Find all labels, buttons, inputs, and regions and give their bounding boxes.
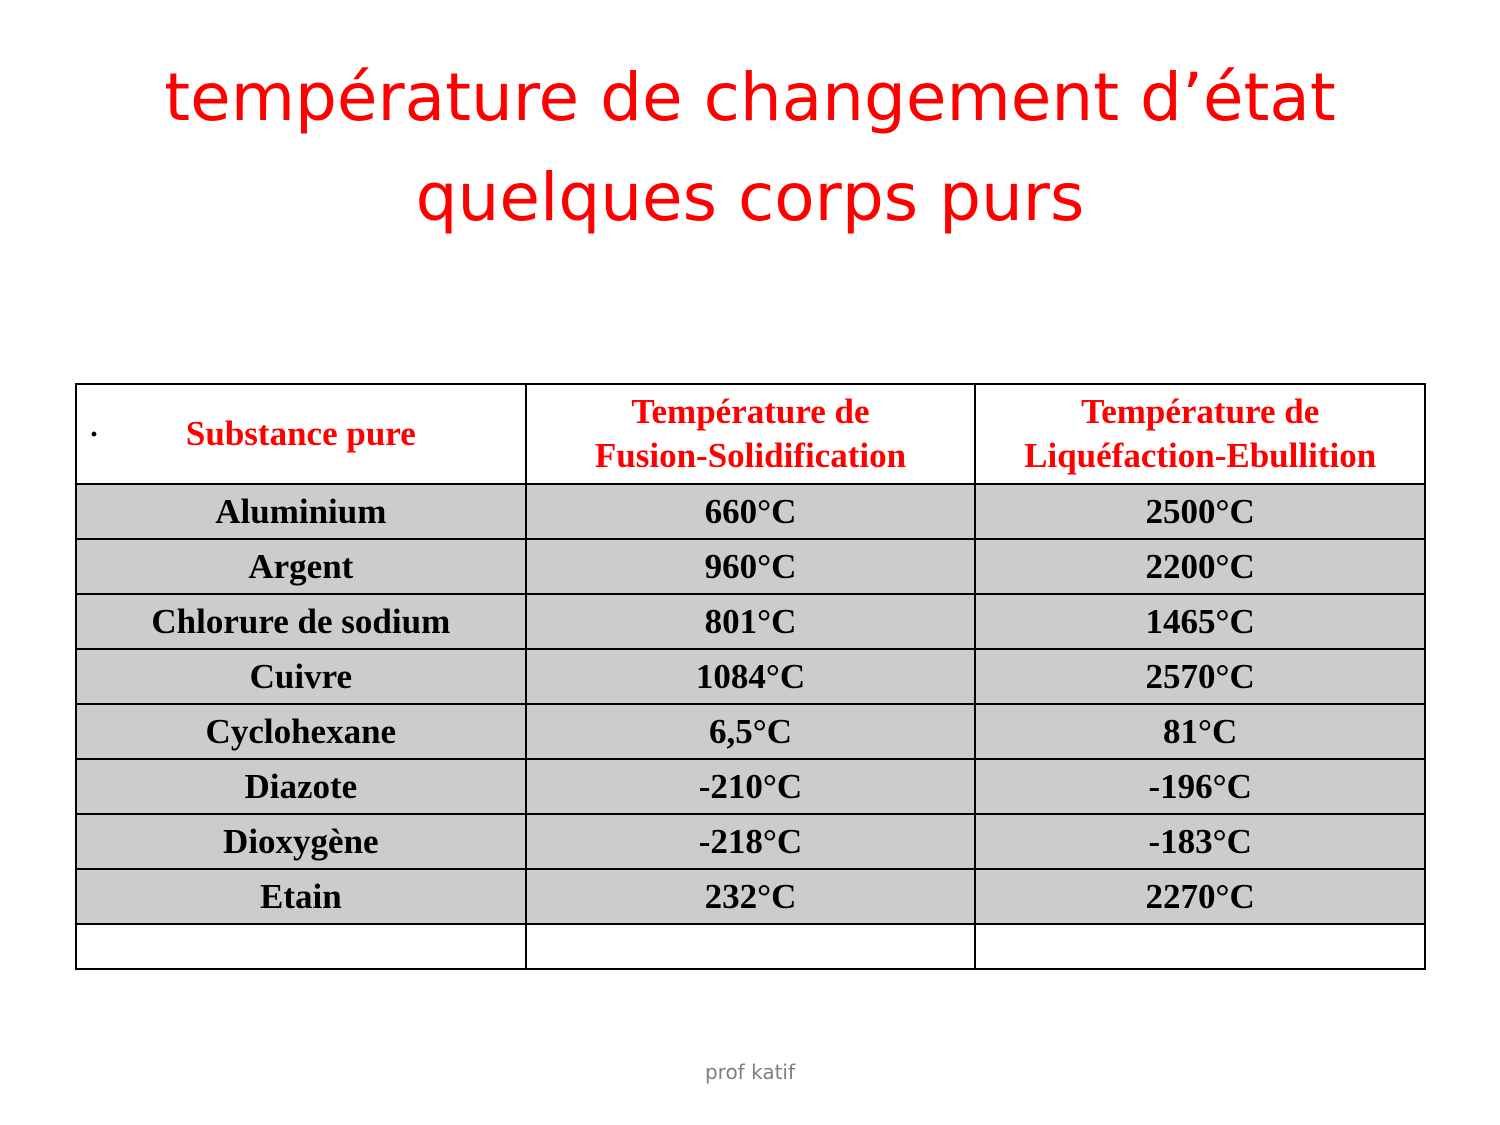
cell-substance: Cyclohexane [75,703,527,760]
temperature-table: · Substance pure Température de Fusion-S… [75,383,1426,970]
cell-ebullition: 2200°C [974,538,1426,595]
cell-substance: Chlorure de sodium [75,593,527,650]
table-header-row: · Substance pure Température de Fusion-S… [75,383,1426,485]
table-row: Cuivre 1084°C 2570°C [75,648,1426,705]
cell-substance: Etain [75,868,527,925]
cell-fusion: -218°C [524,813,977,870]
bullet-mark: · [89,418,100,451]
table-row: Dioxygène -218°C -183°C [75,813,1426,870]
empty-cell [75,923,527,970]
empty-cell [974,923,1426,970]
table-row: Diazote -210°C -196°C [75,758,1426,815]
table-row: Cyclohexane 6,5°C 81°C [75,703,1426,760]
cell-ebullition: -196°C [974,758,1426,815]
cell-substance: Cuivre [75,648,527,705]
cell-substance: Argent [75,538,527,595]
cell-fusion: 801°C [524,593,977,650]
title-line-1: température de changement d’état [164,59,1336,136]
cell-ebullition: 2570°C [974,648,1426,705]
slide-title: température de changement d’état quelque… [0,48,1500,248]
cell-substance: Diazote [75,758,527,815]
cell-fusion: 6,5°C [524,703,977,760]
cell-substance: Aluminium [75,483,527,540]
cell-ebullition: 2270°C [974,868,1426,925]
cell-substance: Dioxygène [75,813,527,870]
cell-ebullition: -183°C [974,813,1426,870]
cell-fusion: 960°C [524,538,977,595]
cell-fusion: 660°C [524,483,977,540]
cell-ebullition: 2500°C [974,483,1426,540]
cell-fusion: -210°C [524,758,977,815]
table-row: Aluminium 660°C 2500°C [75,483,1426,540]
header-ebullition: Température de Liquéfaction-Ebullition [974,383,1426,485]
cell-fusion: 232°C [524,868,977,925]
footer-author: prof katif [704,1060,796,1084]
empty-row [75,923,1426,970]
cell-ebullition: 1465°C [974,593,1426,650]
table-row: Argent 960°C 2200°C [75,538,1426,595]
table-row: Etain 232°C 2270°C [75,868,1426,925]
header-substance: · Substance pure [75,383,527,485]
cell-fusion: 1084°C [524,648,977,705]
table-row: Chlorure de sodium 801°C 1465°C [75,593,1426,650]
header-fusion: Température de Fusion-Solidification [524,383,977,485]
empty-cell [524,923,977,970]
cell-ebullition: 81°C [974,703,1426,760]
title-line-2: quelques corps purs [415,159,1085,236]
table-body: Aluminium 660°C 2500°C Argent 960°C 2200°C Chl… [75,483,1426,970]
